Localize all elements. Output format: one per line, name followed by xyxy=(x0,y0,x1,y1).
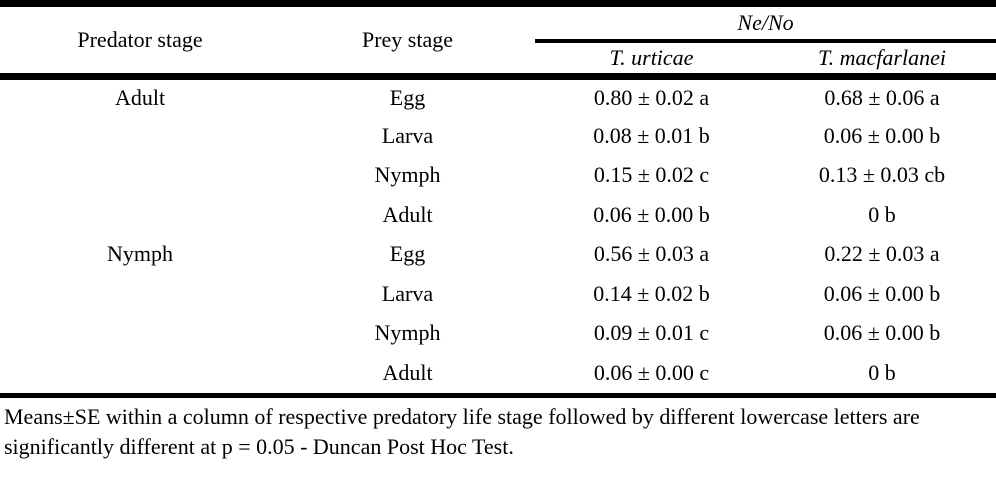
col-header-t-urticae: T. urticae xyxy=(609,44,694,70)
header-row-species: T. urticae T. macfarlanei xyxy=(0,41,996,77)
cell-prey-stage: Larva xyxy=(381,122,434,148)
table-row: Larva 0.08 ± 0.01 b 0.06 ± 0.00 b xyxy=(0,116,996,156)
cell-macfarlanei-value: 0.06 ± 0.00 b xyxy=(823,280,941,306)
cell-predator-stage xyxy=(0,314,280,354)
table-row: Larva 0.14 ± 0.02 b 0.06 ± 0.00 b xyxy=(0,274,996,314)
cell-prey-stage: Egg xyxy=(389,241,426,267)
table-row: Nymph Egg 0.56 ± 0.03 a 0.22 ± 0.03 a xyxy=(0,235,996,275)
cell-macfarlanei-value: 0.22 ± 0.03 a xyxy=(824,241,940,267)
cell-predator-stage xyxy=(0,274,280,314)
cell-urticae-value: 0.08 ± 0.01 b xyxy=(593,122,710,148)
cell-prey-stage: Adult xyxy=(382,201,433,227)
cell-prey-stage: Larva xyxy=(381,280,434,306)
header-row-top: Predator stage Prey stage Ne/No xyxy=(0,3,996,52)
cell-prey-stage: Egg xyxy=(389,85,426,110)
cell-macfarlanei-value: 0.06 ± 0.00 b xyxy=(823,122,941,148)
cell-predator-stage: Nymph xyxy=(107,241,173,267)
col-header-prey-stage: Prey stage xyxy=(361,27,454,52)
cell-urticae-value: 0.80 ± 0.02 a xyxy=(593,85,710,110)
cell-prey-stage: Adult xyxy=(382,359,433,385)
cell-predator-stage: Adult xyxy=(114,85,166,110)
predation-ratio-table: Predator stage Prey stage Ne/No T. urtic… xyxy=(0,0,996,393)
cell-macfarlanei-value: 0.68 ± 0.06 a xyxy=(824,85,940,110)
cell-macfarlanei-value: 0.06 ± 0.00 b xyxy=(823,320,941,346)
table-row: Nymph 0.09 ± 0.01 c 0.06 ± 0.00 b xyxy=(0,314,996,354)
cell-urticae-value: 0.09 ± 0.01 c xyxy=(593,320,710,346)
col-header-ne-no: Ne/No xyxy=(535,3,996,43)
cell-urticae-value: 0.15 ± 0.02 c xyxy=(593,162,710,188)
col-header-t-macfarlanei: T. macfarlanei xyxy=(818,44,946,70)
cell-predator-stage xyxy=(0,353,280,393)
cell-urticae-value: 0.06 ± 0.00 b xyxy=(593,201,710,227)
table-footnote: Means±SE within a column of respective p… xyxy=(0,392,996,462)
cell-predator-stage xyxy=(0,195,280,235)
cell-prey-stage: Nymph xyxy=(374,320,441,346)
cell-urticae-value: 0.56 ± 0.03 a xyxy=(593,241,710,267)
table-row: Adult Egg 0.80 ± 0.02 a 0.68 ± 0.06 a xyxy=(0,77,996,117)
table-row: Adult 0.06 ± 0.00 c 0 b xyxy=(0,353,996,393)
col-header-predator-stage: Predator stage xyxy=(77,27,203,52)
cell-urticae-value: 0.14 ± 0.02 b xyxy=(593,280,710,306)
cell-macfarlanei-value: 0.13 ± 0.03 cb xyxy=(818,162,946,188)
cell-predator-stage xyxy=(0,116,280,156)
table-row: Adult 0.06 ± 0.00 b 0 b xyxy=(0,195,996,235)
cell-macfarlanei-value: 0 b xyxy=(868,359,896,385)
cell-urticae-value: 0.06 ± 0.00 c xyxy=(593,359,710,385)
table-body: Adult Egg 0.80 ± 0.02 a 0.68 ± 0.06 a La… xyxy=(0,77,996,393)
cell-prey-stage: Nymph xyxy=(374,162,441,188)
table-header: Predator stage Prey stage Ne/No T. urtic… xyxy=(0,3,996,77)
table-row: Nymph 0.15 ± 0.02 c 0.13 ± 0.03 cb xyxy=(0,156,996,196)
cell-predator-stage xyxy=(0,156,280,196)
cell-macfarlanei-value: 0 b xyxy=(868,201,896,227)
